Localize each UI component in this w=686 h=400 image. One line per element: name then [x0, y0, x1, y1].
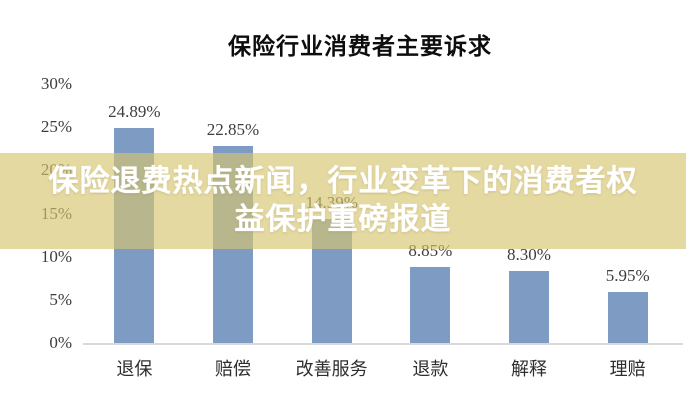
y-axis-tick-label: 5% [49, 289, 72, 309]
category-label: 赔偿 [215, 359, 251, 379]
bar [509, 271, 549, 343]
category-label: 理赔 [609, 359, 646, 379]
chart-title: 保险行业消费者主要诉求 [228, 33, 492, 59]
bar [410, 266, 451, 343]
y-axis-tick-label: 25% [40, 117, 72, 137]
bar-value-label: 8.30% [507, 245, 551, 265]
bar [607, 291, 648, 343]
category-label: 退保 [116, 359, 153, 379]
bar-value-label: 22.85% [206, 119, 260, 139]
y-axis-tick-label: 30% [40, 74, 72, 93]
x-axis-line [83, 343, 683, 345]
category-label: 解释 [511, 359, 547, 379]
bar-value-label: 5.95% [605, 265, 650, 285]
y-axis-tick-label: 10% [40, 246, 72, 266]
banner-headline-line1: 保险退费热点新闻，行业变革下的消费者权 [48, 165, 638, 198]
y-axis-tick-label: 0% [49, 333, 72, 352]
category-label: 改善服务 [295, 359, 368, 379]
banner-headline-line2: 益保护重磅报道 [234, 203, 452, 236]
bar-value-label: 24.89% [108, 102, 161, 122]
news-overlay-banner: 保险退费热点新闻，行业变革下的消费者权 益保护重磅报道 [0, 153, 686, 249]
category-label: 退款 [412, 359, 449, 379]
